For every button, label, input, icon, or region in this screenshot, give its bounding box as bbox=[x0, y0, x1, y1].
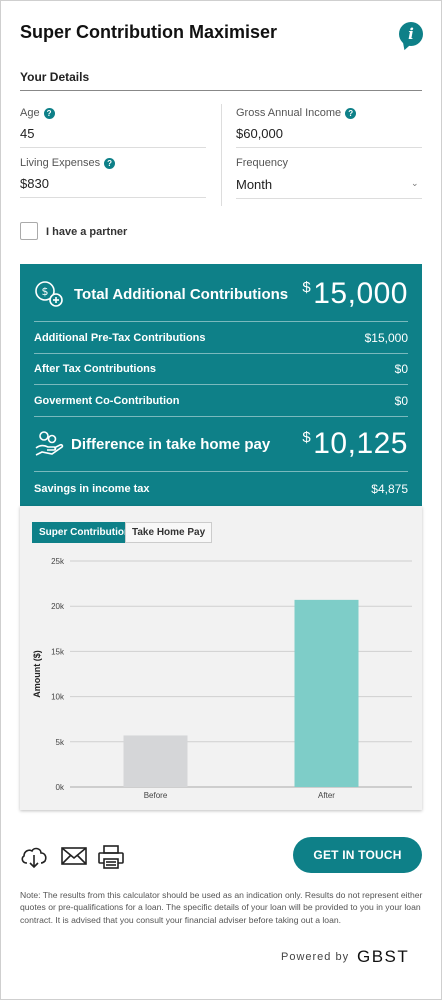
result-row: Additional Pre-Tax Contributions $15,000 bbox=[34, 328, 408, 348]
y-tick-label: 20k bbox=[51, 602, 65, 611]
coins-icon: $ bbox=[34, 279, 64, 314]
y-tick-label: 15k bbox=[51, 647, 65, 656]
expenses-label-group: Living Expenses ? bbox=[20, 157, 116, 169]
total-currency: $ bbox=[302, 279, 312, 296]
partner-checkbox[interactable] bbox=[20, 222, 38, 240]
bar-before bbox=[123, 735, 188, 787]
x-tick-label: Before bbox=[144, 791, 168, 800]
savings-label: Savings in income tax bbox=[34, 483, 150, 495]
result-row-label: After Tax Contributions bbox=[34, 363, 157, 375]
y-tick-label: 10k bbox=[51, 693, 65, 702]
result-row-value: $0 bbox=[394, 394, 408, 408]
download-icon[interactable] bbox=[20, 845, 48, 874]
total-label: Total Additional Contributions bbox=[74, 285, 289, 303]
result-row: After Tax Contributions $0 bbox=[34, 359, 408, 379]
result-row-value: $0 bbox=[394, 362, 408, 376]
difference-label: Difference in take home pay bbox=[71, 435, 271, 453]
divider bbox=[34, 384, 408, 385]
help-icon[interactable]: ? bbox=[345, 107, 357, 119]
svg-text:$: $ bbox=[42, 285, 49, 298]
x-tick-label: After bbox=[318, 791, 335, 800]
result-row-label: Goverment Co-Contribution bbox=[34, 395, 180, 407]
difference-currency: $ bbox=[302, 429, 312, 446]
help-icon[interactable]: ? bbox=[43, 107, 55, 119]
divider bbox=[34, 321, 408, 322]
income-field[interactable]: $60,000 bbox=[236, 126, 422, 148]
disclaimer-note: Note: The results from this calculator s… bbox=[20, 890, 423, 925]
divider bbox=[34, 416, 408, 417]
field-divider bbox=[221, 104, 222, 206]
total-value-wrap: $15,000 bbox=[302, 277, 408, 311]
total-row: Total Additional Contributions $15,000 bbox=[20, 277, 422, 311]
income-label: Gross Annual Income bbox=[236, 107, 342, 119]
get-in-touch-button[interactable]: GET IN TOUCH bbox=[293, 837, 422, 873]
result-row-value: $15,000 bbox=[364, 331, 408, 345]
difference-value-wrap: $10,125 bbox=[302, 427, 408, 461]
page-title: Super Contribution Maximiser bbox=[20, 22, 278, 42]
divider bbox=[34, 471, 408, 472]
frequency-label-group: Frequency bbox=[236, 157, 288, 169]
y-axis-label: Amount ($) bbox=[32, 650, 42, 698]
chevron-down-icon[interactable]: ⌄ bbox=[411, 178, 419, 188]
tab-take-home-pay[interactable]: Take Home Pay bbox=[125, 522, 213, 543]
age-label: Age bbox=[20, 107, 40, 119]
savings-row: Savings in income tax $4,875 bbox=[34, 479, 408, 499]
y-tick-label: 0k bbox=[56, 783, 65, 792]
result-row: Goverment Co-Contribution $0 bbox=[34, 391, 408, 411]
section-title: Your Details bbox=[20, 70, 90, 84]
y-tick-label: 5k bbox=[56, 738, 65, 747]
bar-after bbox=[294, 599, 359, 787]
chart-card: Super Contributions Take Home Pay 0k 5k 10… bbox=[20, 506, 422, 810]
divider bbox=[34, 353, 408, 354]
email-icon[interactable] bbox=[61, 845, 87, 872]
age-label-group: Age ? bbox=[20, 107, 55, 119]
hand-coins-icon bbox=[34, 430, 64, 463]
frequency-label: Frequency bbox=[236, 157, 288, 169]
total-value: 15,000 bbox=[313, 277, 408, 310]
print-icon[interactable] bbox=[98, 845, 124, 874]
info-icon[interactable]: i bbox=[399, 22, 423, 46]
section-divider bbox=[20, 90, 422, 91]
results-panel: $ Total Additional Contributions $15,000… bbox=[20, 264, 422, 506]
expenses-field[interactable]: $830 bbox=[20, 176, 206, 198]
difference-value: 10,125 bbox=[313, 427, 408, 460]
bar-chart: 0k 5k 10k 15k 20k 25k Amount ($) Before After bbox=[32, 557, 412, 800]
result-row-label: Additional Pre-Tax Contributions bbox=[34, 332, 206, 344]
age-field[interactable]: 45 bbox=[20, 126, 206, 148]
partner-label: I have a partner bbox=[46, 226, 128, 238]
savings-value: $4,875 bbox=[371, 482, 408, 496]
income-label-group: Gross Annual Income ? bbox=[236, 107, 357, 119]
expenses-label: Living Expenses bbox=[20, 157, 101, 169]
difference-row: Difference in take home pay $10,125 bbox=[20, 427, 422, 461]
y-tick-label: 25k bbox=[51, 557, 65, 566]
help-icon[interactable]: ? bbox=[104, 157, 116, 169]
frequency-select[interactable]: Month bbox=[236, 177, 422, 199]
powered-by-label: Powered by bbox=[281, 951, 350, 963]
brand-logo: GBST bbox=[357, 947, 410, 966]
